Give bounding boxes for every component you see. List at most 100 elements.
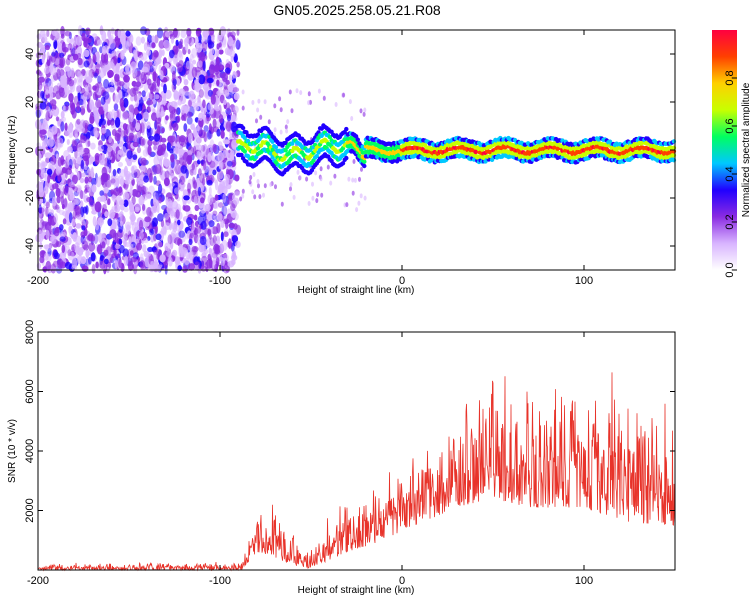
- spectrogram-cell: [45, 229, 50, 240]
- spectrogram-cell: [213, 108, 221, 119]
- spectrogram-cell: [169, 120, 173, 130]
- spectrogram-cell: [112, 194, 117, 203]
- spectrogram-cell: [41, 55, 45, 64]
- spectrogram-cell: [353, 134, 359, 139]
- spectrogram-cell: [111, 129, 117, 136]
- spectrogram-cell: [110, 79, 115, 87]
- spectrogram-cell: [101, 241, 106, 249]
- spectrogram-ylabel: Frequency (Hz): [7, 116, 18, 185]
- spectrogram-cell: [87, 140, 91, 147]
- spectrogram-cell: [257, 183, 260, 189]
- spectrogram-cell: [126, 150, 133, 160]
- spectrogram-cell: [222, 38, 227, 48]
- spectrogram-cell: [187, 150, 193, 156]
- spectrogram-cell: [53, 39, 58, 50]
- spectrogram-cell: [41, 33, 48, 42]
- spectrogram-cell: [158, 196, 163, 204]
- spectrogram-cell: [212, 143, 217, 153]
- spectrogram-cell: [158, 183, 163, 194]
- spectrogram-cell: [72, 53, 79, 61]
- spectrogram-cell: [118, 89, 123, 101]
- spectrogram-cell: [50, 235, 57, 245]
- colorbar-ticks: 0.0 0.2 0.4 0.6 0.8: [724, 70, 737, 278]
- snr-xlabel: Height of straight line (km): [298, 585, 415, 596]
- spectrogram-cell: [152, 71, 157, 82]
- spectrogram-cell: [109, 209, 115, 220]
- spectrogram-cell: [141, 124, 145, 136]
- spectrogram-cell: [41, 205, 46, 215]
- spectrogram-cell: [89, 101, 95, 112]
- spectrogram-cell: [233, 55, 238, 62]
- spectrogram-cell: [177, 43, 184, 50]
- spectrogram-cell: [147, 139, 153, 147]
- spectrogram-cell: [55, 187, 61, 197]
- spectrogram-cell: [334, 102, 338, 107]
- spectrogram-cell: [359, 108, 363, 114]
- spectrogram-cell: [207, 153, 212, 163]
- spectrogram-cell: [170, 36, 175, 44]
- spectrogram-cell: [327, 134, 333, 140]
- spectrogram-cell: [113, 204, 121, 213]
- spectrogram-cell: [170, 153, 175, 163]
- spectrogram-cell: [220, 35, 227, 46]
- spectrogram-cell: [218, 171, 224, 180]
- spectrogram-cell: [77, 90, 81, 102]
- spectrogram-cell: [164, 170, 170, 180]
- spectrogram-cell: [155, 233, 162, 241]
- spectrogram-cell: [73, 198, 80, 205]
- spectrogram-cell: [61, 231, 67, 237]
- spectrogram-cell: [89, 115, 95, 124]
- spectrogram-cell: [151, 52, 157, 61]
- spectrogram-cell: [156, 57, 162, 64]
- spectrogram-cell: [65, 57, 71, 66]
- spectrogram-cell: [212, 210, 218, 216]
- spectrogram-cell: [44, 44, 51, 51]
- spectrogram-cell: [111, 50, 116, 57]
- spectrogram-cell: [206, 77, 214, 84]
- spectrogram-cell: [255, 118, 258, 124]
- spectrogram-cell: [91, 263, 96, 274]
- spectrogram-cell: [184, 105, 191, 112]
- spectrogram-cell: [251, 100, 255, 105]
- spectrogram-cell: [227, 260, 235, 268]
- spectrogram-cell: [236, 61, 240, 68]
- spectrogram-cell: [161, 143, 167, 152]
- spectrogram-cell: [154, 34, 159, 44]
- spectrogram-cell: [307, 201, 311, 206]
- spectrogram-cell: [353, 177, 357, 183]
- spectrogram-cell: [47, 208, 52, 215]
- spectrogram-cell: [65, 104, 69, 111]
- spectrogram-cell: [230, 209, 237, 219]
- spectrogram-cell: [140, 264, 146, 271]
- spectrogram-cell: [140, 71, 146, 82]
- spectrogram-cell: [141, 117, 146, 127]
- spectrogram-cell: [232, 212, 239, 221]
- spectrogram-cell: [213, 201, 218, 209]
- spectrogram-cell: [44, 252, 49, 261]
- spectrogram-cell: [173, 147, 180, 155]
- spectrogram-cell: [94, 114, 100, 124]
- spectrogram-cell: [363, 195, 367, 201]
- spectrogram-cell: [153, 156, 160, 166]
- spectrogram-cell: [45, 89, 49, 95]
- spectrogram-cell: [80, 189, 84, 200]
- spectrogram-cell: [103, 249, 109, 256]
- spectrogram-cell: [216, 34, 222, 44]
- spectrogram-cell: [214, 179, 219, 191]
- spectrogram-cell: [224, 89, 230, 97]
- spectrogram-cell: [147, 167, 152, 178]
- spectrogram-cell: [362, 111, 366, 117]
- spectrogram-cell: [305, 176, 309, 182]
- spectrogram-cell: [270, 147, 275, 153]
- spectrogram-cell: [239, 152, 244, 158]
- spectrogram-cell: [199, 173, 205, 184]
- spectrogram-cell: [173, 90, 179, 100]
- spectrogram-cell: [174, 187, 180, 195]
- spectrogram-cell: [187, 251, 194, 261]
- spectrogram-cell: [103, 78, 110, 89]
- spectrogram-cell: [129, 113, 134, 123]
- spectrogram-ytick-label: -20: [24, 190, 36, 206]
- spectrogram-cell: [119, 214, 126, 225]
- spectrogram-cell: [122, 248, 129, 258]
- spectrogram-cell: [314, 170, 318, 176]
